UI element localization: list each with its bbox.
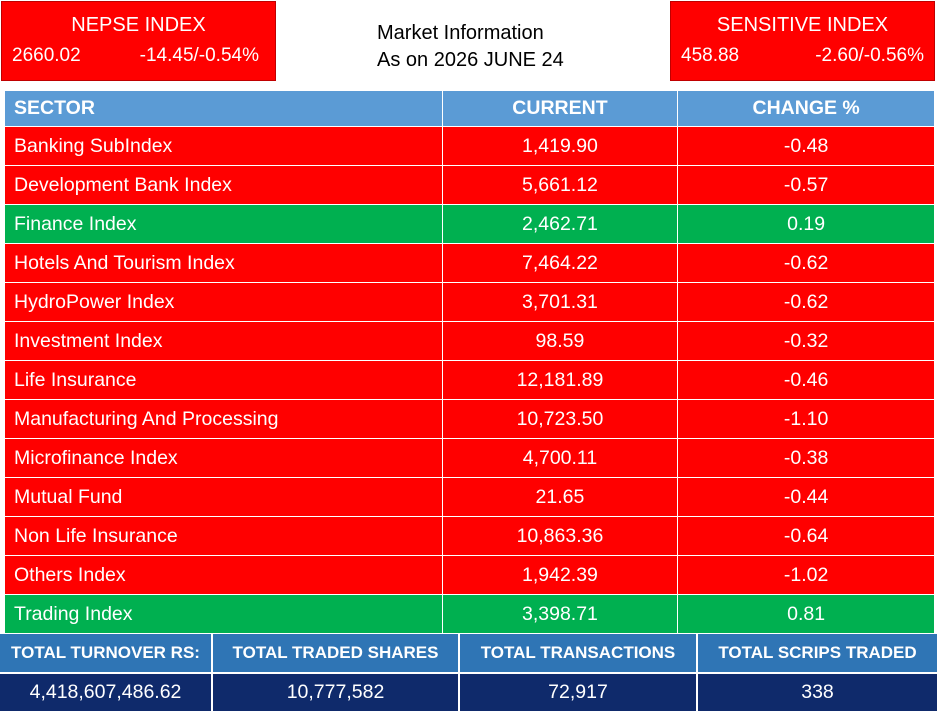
header-current: CURRENT [441, 90, 679, 127]
market-info-date: As on 2026 JUNE 24 [377, 49, 564, 71]
sensitive-index-value: 458.88 [681, 45, 740, 66]
sensitive-index-row: 458.88 -2.60/-0.56% [681, 45, 924, 67]
table-row: Investment Index 98.59 -0.32 [4, 321, 935, 361]
sector-sector-cell: Finance Index [4, 204, 443, 244]
sector-change-cell: -0.48 [677, 126, 935, 166]
nepse-index-row: 2660.02 -14.45/-0.54% [12, 45, 265, 67]
sector-change-cell: -1.10 [677, 399, 935, 439]
sector-sector-cell: HydroPower Index [4, 282, 443, 322]
table-row: Microfinance Index 4,700.11 -0.38 [4, 438, 935, 478]
nepse-index-change: -14.45/-0.54% [139, 45, 259, 66]
total-scrips-traded-value: 338 [698, 672, 939, 711]
sensitive-index-title: SENSITIVE INDEX [716, 14, 889, 36]
total-traded-shares-value: 10,777,582 [213, 672, 460, 711]
table-row: Life Insurance 12,181.89 -0.46 [4, 360, 935, 400]
sector-change-cell: -0.62 [677, 282, 935, 322]
sector-current-cell: 5,661.12 [441, 165, 679, 205]
nepse-index-value: 2660.02 [12, 45, 81, 66]
sensitive-index-change: -2.60/-0.56% [815, 45, 924, 66]
total-traded-shares-label: TOTAL TRADED SHARES [213, 634, 460, 672]
sector-sector-cell: Development Bank Index [4, 165, 443, 205]
sector-sector-cell: Manufacturing And Processing [4, 399, 443, 439]
nepse-index-title: NEPSE INDEX [71, 14, 206, 36]
sector-sector-cell: Trading Index [4, 594, 443, 634]
sector-change-cell: -0.46 [677, 360, 935, 400]
sector-table-header: SECTOR CURRENT CHANGE % [4, 90, 935, 127]
sector-change-cell: -0.32 [677, 321, 935, 361]
sector-current-cell: 1,942.39 [441, 555, 679, 595]
nepse-index-box: NEPSE INDEX 2660.02 -14.45/-0.54% [1, 1, 276, 81]
totals-value-row: 4,418,607,486.62 10,777,582 72,917 338 [0, 672, 939, 711]
sector-sector-cell: Mutual Fund [4, 477, 443, 517]
sector-sector-cell: Life Insurance [4, 360, 443, 400]
table-row: Manufacturing And Processing 10,723.50 -1.… [4, 399, 935, 439]
sector-change-cell: -1.02 [677, 555, 935, 595]
sector-sector-cell: Investment Index [4, 321, 443, 361]
sector-current-cell: 3,701.31 [441, 282, 679, 322]
table-row: Hotels And Tourism Index 7,464.22 -0.62 [4, 243, 935, 283]
totals-panel: TOTAL TURNOVER RS: TOTAL TRADED SHARES T… [0, 634, 939, 711]
sector-change-cell: -0.62 [677, 243, 935, 283]
sector-sector-cell: Hotels And Tourism Index [4, 243, 443, 283]
table-row: Non Life Insurance 10,863.36 -0.64 [4, 516, 935, 556]
sector-current-cell: 1,419.90 [441, 126, 679, 166]
sector-change-cell: 0.81 [677, 594, 935, 634]
totals-header-row: TOTAL TURNOVER RS: TOTAL TRADED SHARES T… [0, 634, 939, 672]
sector-change-cell: 0.19 [677, 204, 935, 244]
sector-sector-cell: Banking SubIndex [4, 126, 443, 166]
total-transactions-label: TOTAL TRANSACTIONS [460, 634, 698, 672]
sector-current-cell: 12,181.89 [441, 360, 679, 400]
table-row: Banking SubIndex 1,419.90 -0.48 [4, 126, 935, 166]
sector-change-cell: -0.44 [677, 477, 935, 517]
table-row: Development Bank Index 5,661.12 -0.57 [4, 165, 935, 205]
sector-current-cell: 3,398.71 [441, 594, 679, 634]
sector-current-cell: 7,464.22 [441, 243, 679, 283]
sensitive-index-box: SENSITIVE INDEX 458.88 -2.60/-0.56% [670, 1, 935, 81]
sector-change-cell: -0.57 [677, 165, 935, 205]
sector-current-cell: 10,723.50 [441, 399, 679, 439]
sector-change-cell: -0.38 [677, 438, 935, 478]
table-row: Mutual Fund 21.65 -0.44 [4, 477, 935, 517]
table-row: Trading Index 3,398.71 0.81 [4, 594, 935, 634]
table-row: HydroPower Index 3,701.31 -0.62 [4, 282, 935, 322]
sector-current-cell: 4,700.11 [441, 438, 679, 478]
header-sector: SECTOR [4, 90, 443, 127]
total-turnover-label: TOTAL TURNOVER RS: [0, 634, 213, 672]
sector-current-cell: 2,462.71 [441, 204, 679, 244]
table-row: Finance Index 2,462.71 0.19 [4, 204, 935, 244]
total-turnover-value: 4,418,607,486.62 [0, 672, 213, 711]
total-scrips-traded-label: TOTAL SCRIPS TRADED [698, 634, 939, 672]
sector-current-cell: 21.65 [441, 477, 679, 517]
sector-current-cell: 98.59 [441, 321, 679, 361]
total-transactions-value: 72,917 [460, 672, 698, 711]
sector-current-cell: 10,863.36 [441, 516, 679, 556]
sector-sector-cell: Microfinance Index [4, 438, 443, 478]
sector-sector-cell: Others Index [4, 555, 443, 595]
market-information: Market Information As on 2026 JUNE 24 [377, 20, 647, 74]
market-info-title: Market Information [377, 22, 544, 44]
sector-table: SECTOR CURRENT CHANGE % Banking SubIndex… [4, 90, 935, 634]
sector-change-cell: -0.64 [677, 516, 935, 556]
sector-sector-cell: Non Life Insurance [4, 516, 443, 556]
header-change: CHANGE % [677, 90, 935, 127]
sector-table-body: Banking SubIndex 1,419.90 -0.48 Development… [4, 126, 935, 634]
table-row: Others Index 1,942.39 -1.02 [4, 555, 935, 595]
